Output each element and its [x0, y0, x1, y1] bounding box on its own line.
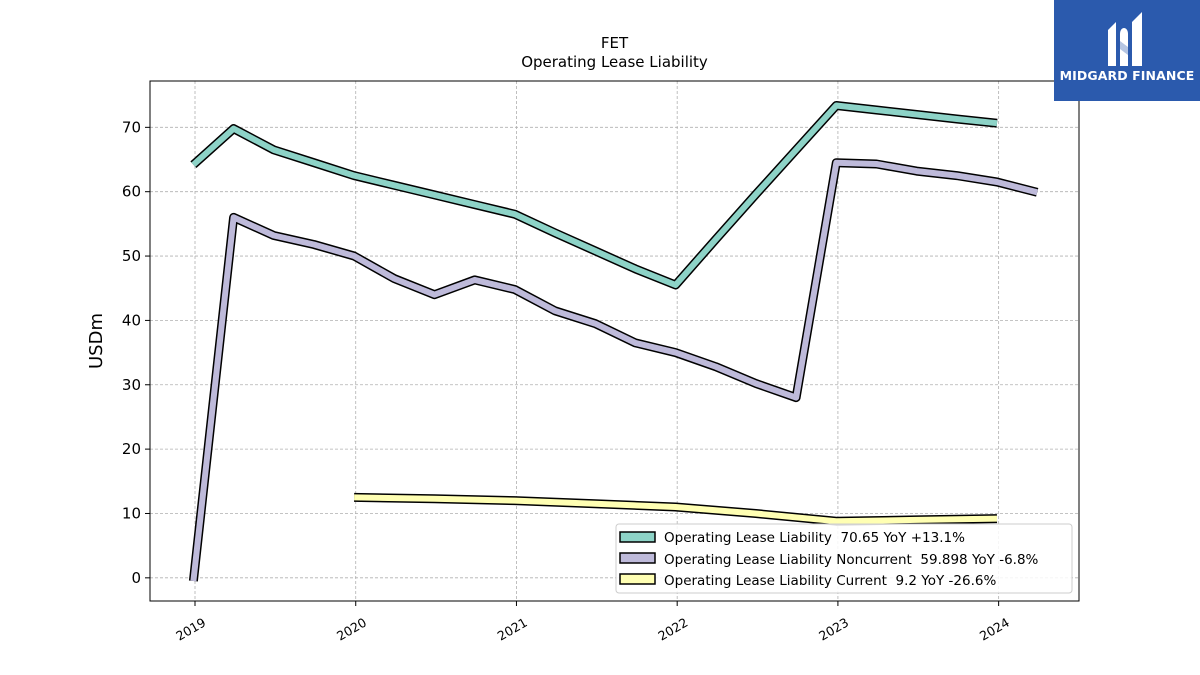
chart-title: FET — [601, 34, 629, 52]
y-tick-label: 20 — [122, 440, 141, 458]
legend-swatch-3 — [619, 573, 656, 585]
x-tick-label: 2020 — [334, 615, 369, 644]
x-tick-label: 2022 — [655, 615, 690, 644]
x-axis: 2019 2020 2021 2022 2023 2024 — [173, 601, 1012, 644]
y-tick-label: 30 — [122, 376, 141, 394]
legend-swatch-1 — [619, 531, 656, 543]
y-axis: 0 10 20 30 40 50 60 70 — [122, 118, 150, 587]
y-tick-label: 60 — [122, 183, 141, 201]
series-1-outline — [190, 101, 998, 290]
x-tick-label: 2024 — [977, 615, 1012, 644]
legend-swatch-2 — [619, 552, 656, 564]
series-1-line — [191, 102, 998, 288]
series-2-line — [190, 159, 1038, 582]
plot-frame — [149, 80, 1080, 602]
x-tick-label: 2019 — [173, 615, 208, 644]
legend: Operating Lease Liability 70.65 YoY +13.… — [615, 523, 1073, 594]
y-axis-label: USDm — [86, 313, 107, 369]
series-2 — [188, 158, 1039, 582]
y-tick-label: 70 — [122, 118, 141, 136]
series-3 — [354, 492, 998, 526]
legend-label-3: Operating Lease Liability Current 9.2 Yo… — [664, 573, 996, 589]
x-tick-label: 2023 — [816, 615, 851, 644]
y-tick-label: 40 — [122, 311, 141, 329]
legend-box — [615, 523, 1073, 594]
midgard-logo-icon — [1108, 12, 1142, 66]
legend-label-1: Operating Lease Liability 70.65 YoY +13.… — [664, 530, 965, 546]
series-3-line — [354, 494, 998, 525]
grid — [150, 81, 1079, 601]
midgard-finance-logo: MIDGARD FINANCE — [1054, 0, 1200, 101]
legend-label-2: Operating Lease Liability Noncurrent 59.… — [664, 552, 1039, 568]
chart-subtitle: Operating Lease Liability — [521, 53, 708, 71]
y-tick-label: 0 — [131, 569, 141, 587]
logo-text: MIDGARD FINANCE — [1059, 68, 1195, 83]
x-tick-label: 2021 — [495, 615, 530, 644]
series-layer — [188, 101, 1039, 582]
y-tick-label: 10 — [122, 504, 141, 522]
y-tick-label: 50 — [122, 247, 141, 265]
series-1 — [190, 101, 998, 290]
